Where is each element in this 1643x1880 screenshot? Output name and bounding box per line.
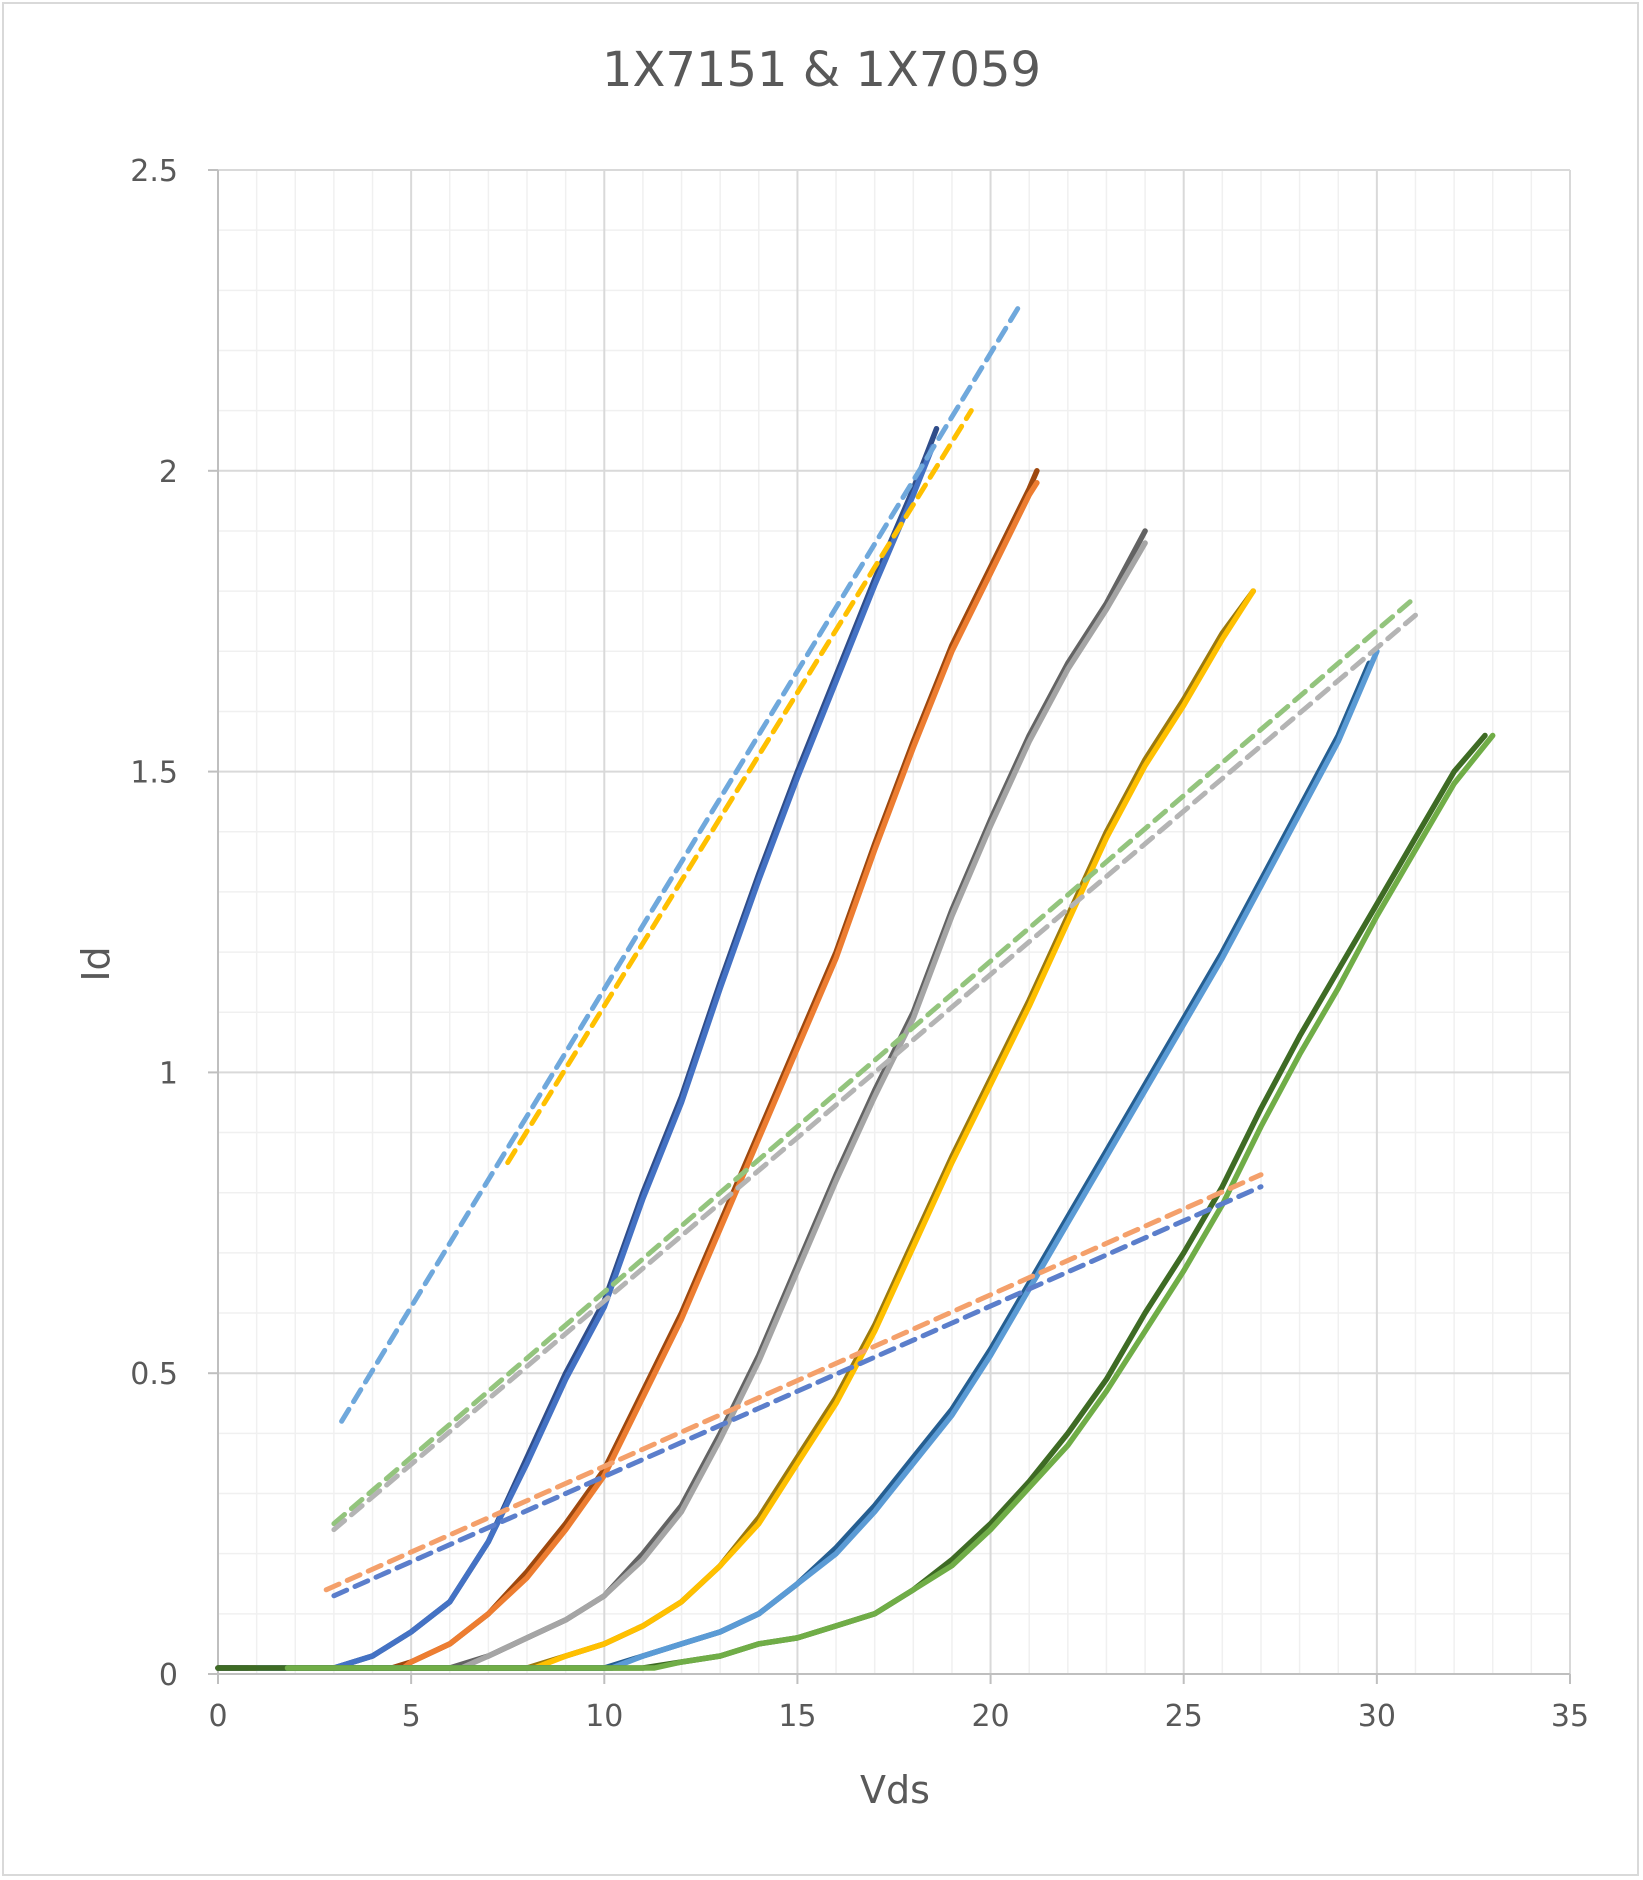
x-tick-label: 35 bbox=[1551, 1699, 1589, 1734]
trendline-14 bbox=[505, 408, 974, 1166]
chart-title: 1X7151 & 1X7059 bbox=[601, 42, 1042, 98]
series-line-8 bbox=[246, 588, 1256, 1671]
y-tick-label: 1.5 bbox=[130, 756, 178, 791]
series-line-6 bbox=[234, 540, 1148, 1671]
trendline-17 bbox=[323, 1172, 1264, 1593]
x-axis-label: Vds bbox=[860, 1768, 930, 1812]
trendline-15 bbox=[331, 594, 1418, 1527]
x-tick-label: 20 bbox=[971, 1699, 1009, 1734]
tick-labels: 0 5 10 15 20 25 30 35 0 0.5 1 1.5 2 2.5 bbox=[130, 154, 1589, 1734]
axes bbox=[208, 169, 1571, 1684]
series-line-10 bbox=[253, 648, 1380, 1671]
trendline-13 bbox=[339, 299, 1024, 1424]
trendline-18 bbox=[331, 1184, 1264, 1599]
series-line-2 bbox=[253, 443, 936, 1671]
trendline-16 bbox=[331, 612, 1418, 1533]
y-tick-label: 0.5 bbox=[130, 1357, 178, 1392]
x-tick-label: 0 bbox=[208, 1699, 227, 1734]
y-tick-label: 2.5 bbox=[130, 154, 178, 189]
x-tick-label: 15 bbox=[778, 1699, 816, 1734]
x-tick-label: 10 bbox=[585, 1699, 623, 1734]
series-line-12 bbox=[284, 732, 1496, 1671]
series-line-9 bbox=[215, 660, 1372, 1671]
y-tick-label: 1 bbox=[159, 1056, 178, 1091]
x-tick-label: 5 bbox=[402, 1699, 421, 1734]
series-line-4 bbox=[234, 480, 1040, 1671]
series-line-1 bbox=[215, 425, 940, 1671]
x-tick-label: 25 bbox=[1165, 1699, 1203, 1734]
y-tick-label: 2 bbox=[159, 455, 178, 490]
series-line-7 bbox=[215, 588, 1256, 1671]
series-lines bbox=[215, 299, 1496, 1671]
y-tick-label: 0 bbox=[159, 1658, 178, 1693]
series-line-3 bbox=[215, 468, 1040, 1671]
x-tick-label: 30 bbox=[1358, 1699, 1396, 1734]
